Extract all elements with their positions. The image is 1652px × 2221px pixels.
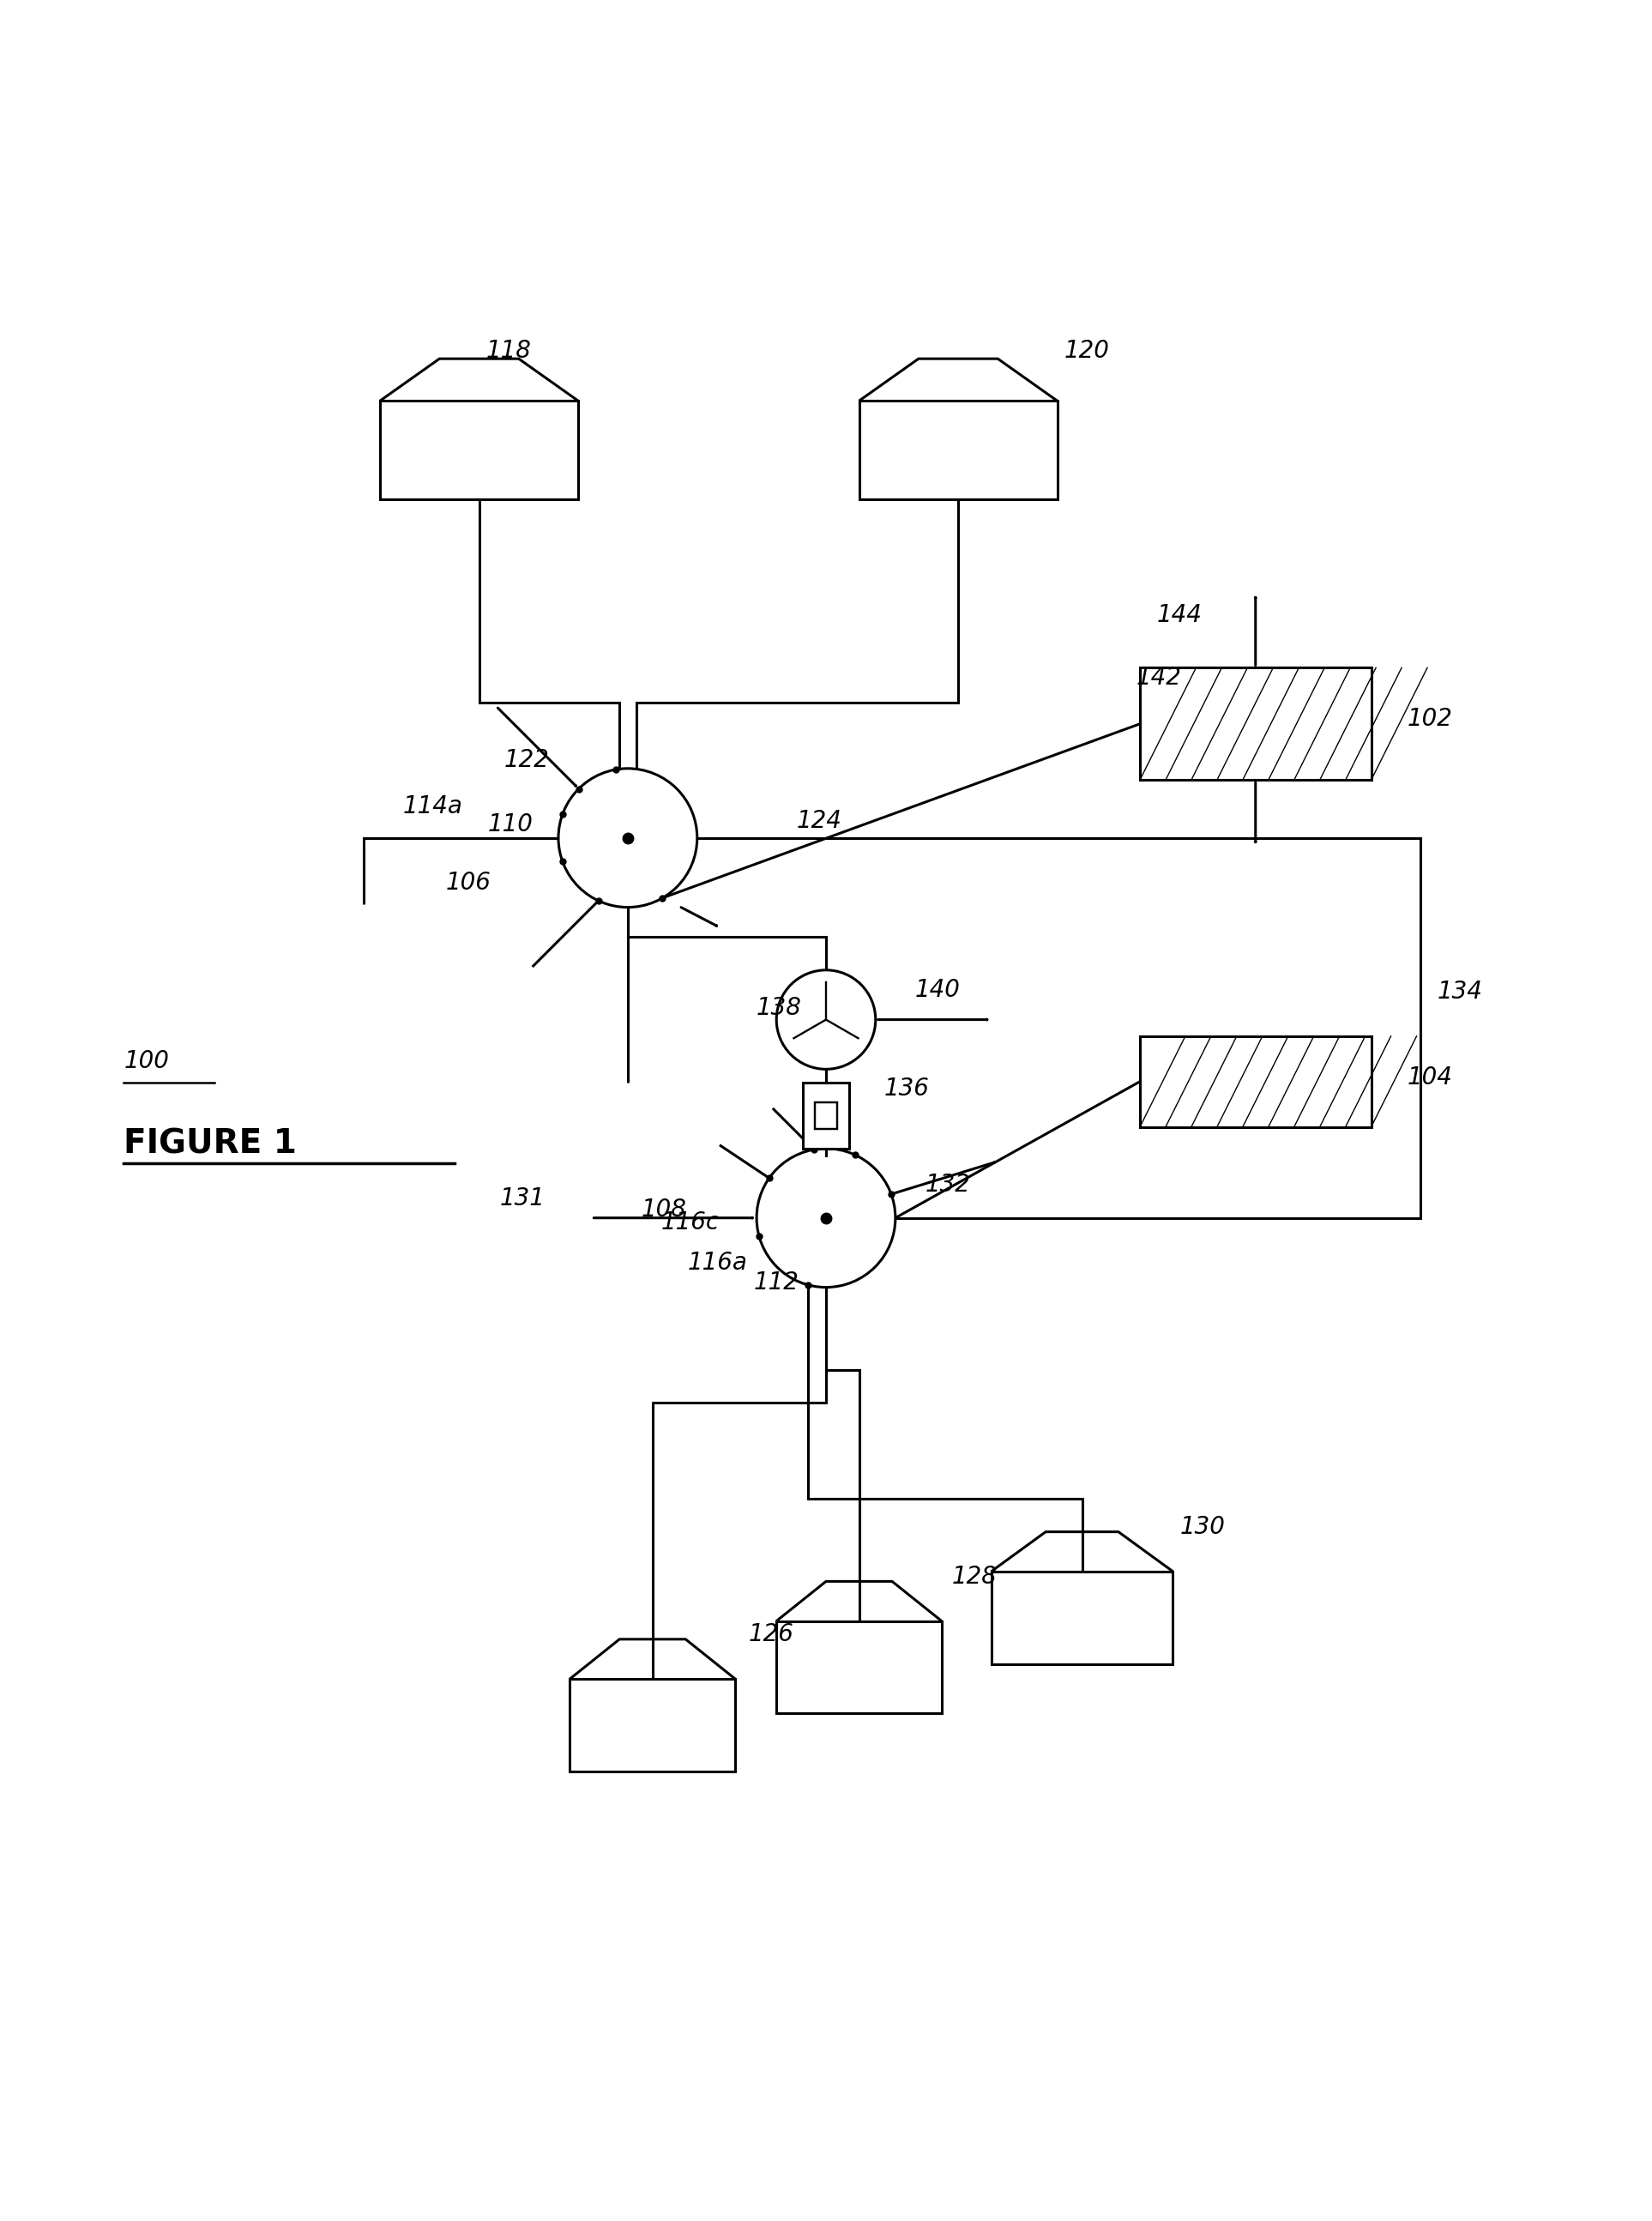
Text: 122: 122 xyxy=(504,748,548,773)
Text: 114a: 114a xyxy=(403,795,463,820)
Bar xyxy=(859,400,1057,500)
Bar xyxy=(991,1572,1173,1664)
Text: 128: 128 xyxy=(952,1564,996,1588)
Text: 138: 138 xyxy=(757,995,801,1019)
Text: 134: 134 xyxy=(1437,979,1482,1004)
Bar xyxy=(776,1621,942,1715)
Text: 126: 126 xyxy=(748,1621,793,1646)
Text: 130: 130 xyxy=(1180,1515,1224,1539)
Circle shape xyxy=(757,1148,895,1288)
Bar xyxy=(1140,1037,1371,1126)
Bar xyxy=(803,1082,849,1148)
Text: 102: 102 xyxy=(1408,706,1452,731)
Bar xyxy=(814,1102,838,1128)
Bar xyxy=(570,1679,735,1772)
Text: 112: 112 xyxy=(753,1270,798,1295)
Text: 136: 136 xyxy=(884,1077,928,1102)
Text: 118: 118 xyxy=(486,338,530,362)
Circle shape xyxy=(776,971,876,1068)
Text: 131: 131 xyxy=(501,1186,545,1210)
Text: 120: 120 xyxy=(1064,338,1108,362)
Text: 132: 132 xyxy=(925,1173,970,1197)
Text: 144: 144 xyxy=(1156,602,1201,626)
Text: 140: 140 xyxy=(915,977,960,1002)
Text: 104: 104 xyxy=(1408,1066,1452,1091)
Text: 100: 100 xyxy=(124,1048,169,1073)
Text: 142: 142 xyxy=(1137,666,1181,691)
Bar xyxy=(380,400,578,500)
Text: 116c: 116c xyxy=(661,1210,719,1235)
Bar xyxy=(1140,669,1371,780)
Text: 116a: 116a xyxy=(687,1250,747,1275)
Text: 124: 124 xyxy=(796,808,841,833)
Circle shape xyxy=(558,768,697,906)
Text: 108: 108 xyxy=(641,1197,686,1222)
Text: 106: 106 xyxy=(446,871,491,895)
Text: FIGURE 1: FIGURE 1 xyxy=(124,1128,297,1159)
Text: 110: 110 xyxy=(487,813,532,837)
